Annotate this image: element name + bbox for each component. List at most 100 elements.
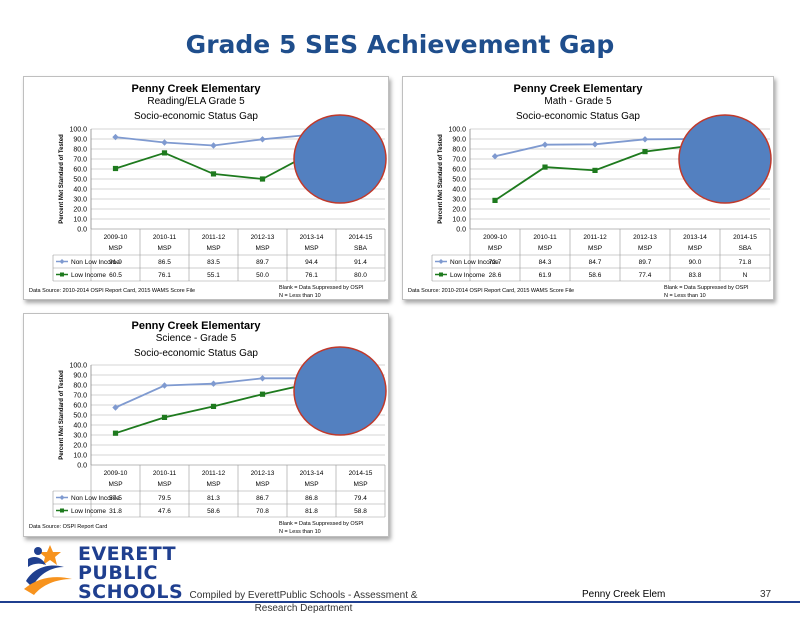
x-tick-label: 2013-14 <box>300 234 324 241</box>
highlight-ellipse <box>293 114 387 204</box>
x-tick-label-test: MSP <box>304 245 318 252</box>
x-tick-label: 2014-15 <box>349 470 373 477</box>
math-chart-panel: Penny Creek Elementary Math - Grade 5 Soci… <box>402 76 774 300</box>
table-cell-value: 58.8 <box>354 508 367 515</box>
x-tick-label: 2011-12 <box>202 234 226 241</box>
data-source-note: Data Source: 2010-2014 OSPI Report Card,… <box>29 288 195 294</box>
logo-text: EVERETT PUBLIC SCHOOLS <box>78 543 184 603</box>
y-tick-label: 10.0 <box>73 453 87 460</box>
x-tick-label: 2013-14 <box>683 234 707 241</box>
table-cell-value: 89.7 <box>639 259 652 266</box>
data-point-low-income <box>259 391 266 397</box>
x-tick-label: 2009-10 <box>104 470 128 477</box>
y-tick-label: 30.0 <box>452 197 466 204</box>
data-point-low-income <box>642 149 648 155</box>
y-tick-label: 30.0 <box>73 433 87 440</box>
table-cell-value: 86.5 <box>158 259 171 266</box>
x-tick-label-test: MSP <box>538 245 552 252</box>
chart-subtitle: Math - Grade 5 <box>544 96 612 107</box>
data-point-non-low-income <box>541 141 549 148</box>
panel-border <box>402 76 774 300</box>
x-tick-label: 2010-11 <box>533 234 557 241</box>
slide-title: Grade 5 SES Achievement Gap <box>185 30 615 59</box>
x-tick-label-test: MSP <box>353 481 367 488</box>
x-tick-label: 2011-12 <box>202 470 226 477</box>
data-point-non-low-income <box>491 153 499 160</box>
y-tick-label: 20.0 <box>73 207 87 214</box>
data-point-low-income <box>210 171 217 177</box>
table-cell-value: 91.9 <box>109 259 122 266</box>
data-point-non-low-income <box>210 142 217 149</box>
y-tick-label: 10.0 <box>452 217 466 224</box>
legend-marker-non-low-income <box>59 259 65 264</box>
data-point-non-low-income <box>161 139 168 146</box>
legend-label: Non Low Income <box>71 495 120 502</box>
footer-divider <box>0 601 800 603</box>
x-tick-label-test: MSP <box>255 245 269 252</box>
data-point-low-income <box>492 197 498 203</box>
x-tick-label-test: MSP <box>108 481 122 488</box>
y-axis-label: Percent Met Standard of Tested <box>438 134 444 224</box>
x-tick-label-test: MSP <box>688 245 702 252</box>
y-tick-label: 40.0 <box>73 423 87 430</box>
x-tick-label: 2013-14 <box>300 470 324 477</box>
page-number: 37 <box>760 589 772 600</box>
table-cell-value: 89.7 <box>256 259 269 266</box>
y-tick-label: 80.0 <box>73 383 87 390</box>
data-point-low-income <box>161 150 168 156</box>
data-source-note: Data Source: OSPI Report Card <box>29 524 107 530</box>
y-tick-label: 100.0 <box>69 363 87 370</box>
less-than-note: N = Less than 10 <box>664 293 706 299</box>
table-cell-value: 58.6 <box>207 508 220 515</box>
data-point-non-low-income <box>112 133 119 141</box>
data-point-non-low-income <box>210 380 217 387</box>
y-tick-label: 80.0 <box>73 147 87 154</box>
chart-subtitle-gap: Socio-economic Status Gap <box>516 111 640 122</box>
table-cell-value: 90.0 <box>689 259 702 266</box>
table-cell-value: 77.4 <box>639 272 652 279</box>
y-tick-label: 100.0 <box>69 127 87 134</box>
y-tick-label: 50.0 <box>73 413 87 420</box>
panel-border <box>23 313 389 537</box>
table-cell-value: 83.5 <box>207 259 220 266</box>
data-point-low-income <box>542 164 548 170</box>
x-tick-label-test: MSP <box>157 245 171 252</box>
y-tick-label: 60.0 <box>73 403 87 410</box>
data-point-low-income <box>259 176 266 182</box>
table-cell-value: N <box>743 272 748 279</box>
x-tick-label: 2011-12 <box>583 234 607 241</box>
y-tick-label: 80.0 <box>452 147 466 154</box>
x-tick-label-test: MSP <box>304 481 318 488</box>
legend-marker-low-income <box>439 272 443 277</box>
table-cell-value: 86.7 <box>256 495 269 502</box>
x-tick-label-test: SBA <box>354 245 368 252</box>
chart-title: Penny Creek Elementary <box>513 83 643 95</box>
legend-marker-low-income <box>60 272 64 277</box>
suppression-note: Blank = Data Suppressed by OSPI <box>279 285 364 291</box>
y-tick-label: 70.0 <box>73 157 87 164</box>
x-tick-label: 2010-11 <box>153 470 177 477</box>
science-chart-panel: Penny Creek Elementary Science - Grade 5 S… <box>23 313 389 537</box>
table-cell-value: 72.7 <box>489 259 502 266</box>
table-cell-value: 79.4 <box>354 495 367 502</box>
y-tick-label: 0.0 <box>77 227 87 234</box>
highlight-ellipse <box>293 346 387 436</box>
x-tick-label: 2012-13 <box>633 234 657 241</box>
reading-chart-panel: Penny Creek Elementary Reading/ELA Grade … <box>23 76 389 300</box>
x-tick-label: 2012-13 <box>251 470 275 477</box>
x-tick-label-test: MSP <box>206 481 220 488</box>
table-cell-value: 58.6 <box>589 272 602 279</box>
chart-title: Penny Creek Elementary <box>131 83 261 95</box>
x-tick-label-test: MSP <box>638 245 652 252</box>
data-point-non-low-income <box>591 141 599 148</box>
footer-school-name: Penny Creek Elem <box>582 589 666 600</box>
chart-subtitle-gap: Socio-economic Status Gap <box>134 111 258 122</box>
y-tick-label: 40.0 <box>73 187 87 194</box>
data-point-non-low-income <box>641 136 649 143</box>
x-tick-label: 2010-11 <box>153 234 177 241</box>
table-cell-value: 81.3 <box>207 495 220 502</box>
legend-marker-non-low-income <box>438 259 444 264</box>
x-tick-label-test: SBA <box>738 245 752 252</box>
